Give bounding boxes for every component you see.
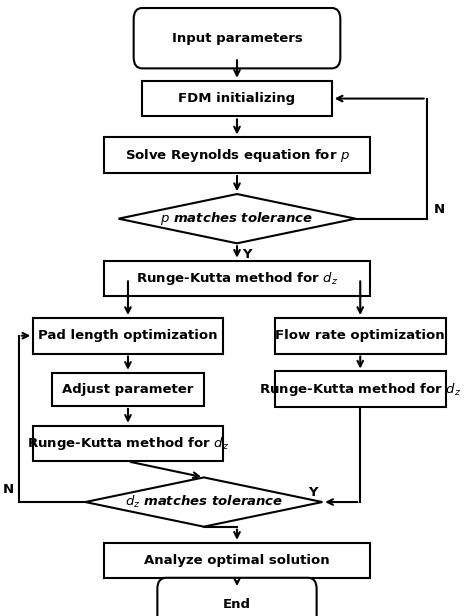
Bar: [275, 318, 446, 354]
Bar: [104, 543, 370, 578]
Text: Input parameters: Input parameters: [172, 31, 302, 45]
Polygon shape: [85, 477, 322, 527]
Text: N: N: [3, 483, 14, 496]
Bar: [33, 318, 223, 354]
Text: End: End: [223, 598, 251, 612]
Text: Y: Y: [308, 486, 318, 500]
Bar: [275, 371, 446, 407]
Text: Y: Y: [242, 248, 251, 261]
Text: Analyze optimal solution: Analyze optimal solution: [144, 554, 330, 567]
Text: N: N: [434, 203, 445, 216]
Text: Runge-Kutta method for $d_z$: Runge-Kutta method for $d_z$: [27, 435, 229, 452]
Text: $p$ matches tolerance: $p$ matches tolerance: [160, 210, 314, 227]
Text: $d_z$ matches tolerance: $d_z$ matches tolerance: [125, 494, 283, 510]
Bar: [33, 426, 223, 461]
Text: Pad length optimization: Pad length optimization: [38, 329, 218, 342]
Bar: [104, 137, 370, 173]
Text: Runge-Kutta method for $d_z$: Runge-Kutta method for $d_z$: [136, 270, 338, 287]
Text: Adjust parameter: Adjust parameter: [62, 383, 194, 396]
Text: Flow rate optimization: Flow rate optimization: [275, 329, 445, 342]
FancyBboxPatch shape: [157, 578, 317, 616]
Bar: [52, 373, 204, 406]
Text: Solve Reynolds equation for $p$: Solve Reynolds equation for $p$: [125, 147, 349, 164]
Text: FDM initializing: FDM initializing: [178, 92, 296, 105]
Polygon shape: [118, 194, 356, 243]
FancyBboxPatch shape: [134, 8, 340, 68]
Text: Runge-Kutta method for $d_z$: Runge-Kutta method for $d_z$: [259, 381, 461, 398]
Bar: [104, 261, 370, 296]
Bar: [142, 81, 332, 116]
